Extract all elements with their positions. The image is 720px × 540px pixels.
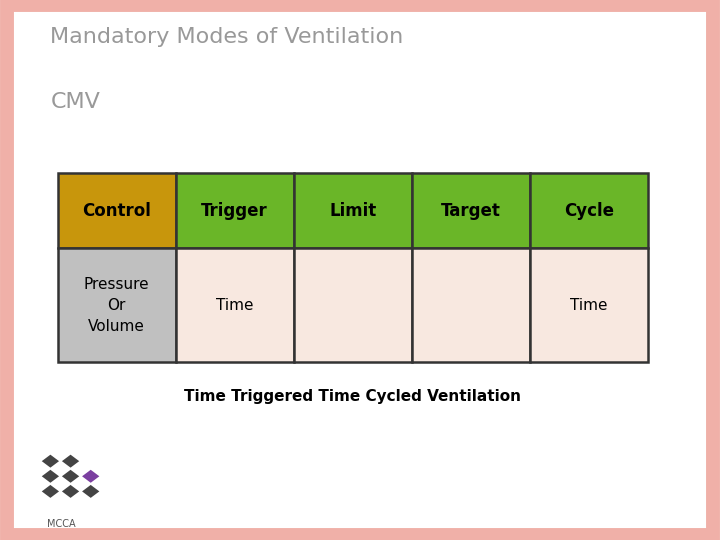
Bar <box>294 248 412 362</box>
Text: Target: Target <box>441 201 501 220</box>
Bar <box>412 248 530 362</box>
Text: Time: Time <box>570 298 608 313</box>
Bar <box>412 173 530 248</box>
Text: Time Triggered Time Cycled Ventilation: Time Triggered Time Cycled Ventilation <box>184 389 521 404</box>
Text: Time: Time <box>216 298 253 313</box>
Bar <box>176 248 294 362</box>
Polygon shape <box>42 485 59 498</box>
Polygon shape <box>42 455 59 468</box>
Polygon shape <box>42 470 59 483</box>
Text: Cycle: Cycle <box>564 201 614 220</box>
Bar <box>58 248 176 362</box>
Bar <box>530 173 648 248</box>
Text: Pressure
Or
Volume: Pressure Or Volume <box>84 276 150 334</box>
Bar <box>58 173 176 248</box>
Text: Mandatory Modes of Ventilation: Mandatory Modes of Ventilation <box>50 27 404 47</box>
Polygon shape <box>62 470 79 483</box>
Text: CMV: CMV <box>50 92 100 112</box>
Polygon shape <box>82 470 99 483</box>
Bar <box>294 173 412 248</box>
Text: Trigger: Trigger <box>202 201 268 220</box>
Polygon shape <box>82 485 99 498</box>
Polygon shape <box>62 485 79 498</box>
Text: MCCA: MCCA <box>47 519 76 529</box>
Polygon shape <box>62 455 79 468</box>
Text: Limit: Limit <box>329 201 377 220</box>
Bar <box>530 248 648 362</box>
Bar <box>176 173 294 248</box>
Text: Control: Control <box>82 201 151 220</box>
